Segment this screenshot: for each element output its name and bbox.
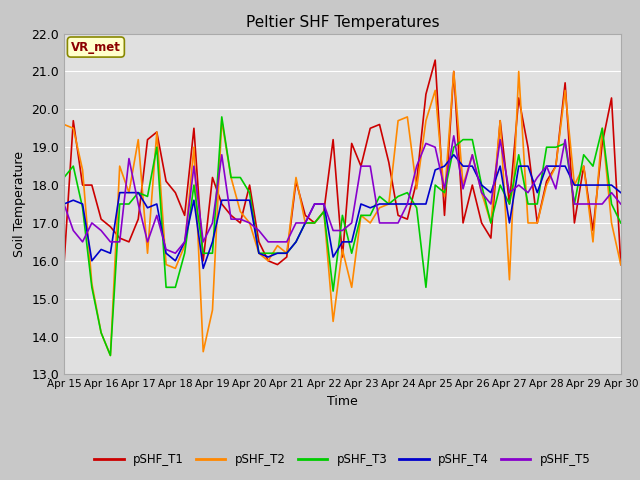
pSHF_T2 <box>106 353 115 359</box>
pSHF_T2 <box>200 349 207 355</box>
Y-axis label: Soil Temperature: Soil Temperature <box>13 151 26 257</box>
pSHF_T1 <box>357 163 365 169</box>
pSHF_T4 <box>403 201 411 207</box>
pSHF_T3 <box>561 141 569 146</box>
Legend: pSHF_T1, pSHF_T2, pSHF_T3, pSHF_T4, pSHF_T5: pSHF_T1, pSHF_T2, pSHF_T3, pSHF_T4, pSHF… <box>90 448 595 471</box>
pSHF_T4 <box>450 152 458 157</box>
pSHF_T4 <box>561 163 569 169</box>
pSHF_T1 <box>617 262 625 267</box>
pSHF_T4 <box>200 265 207 271</box>
pSHF_T3 <box>617 220 625 226</box>
pSHF_T1 <box>552 163 559 169</box>
Line: pSHF_T5: pSHF_T5 <box>64 136 621 253</box>
Line: pSHF_T1: pSHF_T1 <box>64 60 621 264</box>
pSHF_T1 <box>190 125 198 131</box>
pSHF_T4 <box>617 190 625 195</box>
pSHF_T5 <box>450 133 458 139</box>
pSHF_T2 <box>366 220 374 226</box>
Title: Peltier SHF Temperatures: Peltier SHF Temperatures <box>246 15 439 30</box>
pSHF_T2 <box>180 243 188 249</box>
pSHF_T5 <box>617 201 625 207</box>
pSHF_T2 <box>60 121 68 127</box>
pSHF_T2 <box>264 258 272 264</box>
pSHF_T4 <box>366 205 374 211</box>
pSHF_T4 <box>190 197 198 203</box>
pSHF_T2 <box>450 69 458 74</box>
pSHF_T3 <box>60 175 68 180</box>
Line: pSHF_T3: pSHF_T3 <box>64 117 621 356</box>
pSHF_T4 <box>60 201 68 207</box>
Text: VR_met: VR_met <box>71 40 121 54</box>
pSHF_T5 <box>180 239 188 245</box>
pSHF_T3 <box>218 114 226 120</box>
pSHF_T4 <box>172 258 179 264</box>
pSHF_T5 <box>264 239 272 245</box>
pSHF_T5 <box>366 163 374 169</box>
pSHF_T5 <box>561 137 569 143</box>
pSHF_T2 <box>561 87 569 93</box>
pSHF_T3 <box>180 251 188 256</box>
pSHF_T5 <box>60 201 68 207</box>
pSHF_T3 <box>376 193 383 199</box>
pSHF_T5 <box>403 201 411 207</box>
pSHF_T5 <box>200 239 207 245</box>
pSHF_T1 <box>431 57 439 63</box>
Line: pSHF_T4: pSHF_T4 <box>64 155 621 268</box>
Line: pSHF_T2: pSHF_T2 <box>64 72 621 356</box>
pSHF_T1 <box>172 190 179 195</box>
pSHF_T5 <box>172 251 179 256</box>
pSHF_T3 <box>200 251 207 256</box>
pSHF_T1 <box>60 262 68 267</box>
pSHF_T2 <box>617 262 625 267</box>
pSHF_T3 <box>106 353 115 359</box>
pSHF_T1 <box>255 239 263 245</box>
pSHF_T3 <box>413 205 420 211</box>
pSHF_T1 <box>394 213 402 218</box>
X-axis label: Time: Time <box>327 395 358 408</box>
pSHF_T3 <box>274 251 282 256</box>
pSHF_T4 <box>264 254 272 260</box>
pSHF_T2 <box>403 114 411 120</box>
